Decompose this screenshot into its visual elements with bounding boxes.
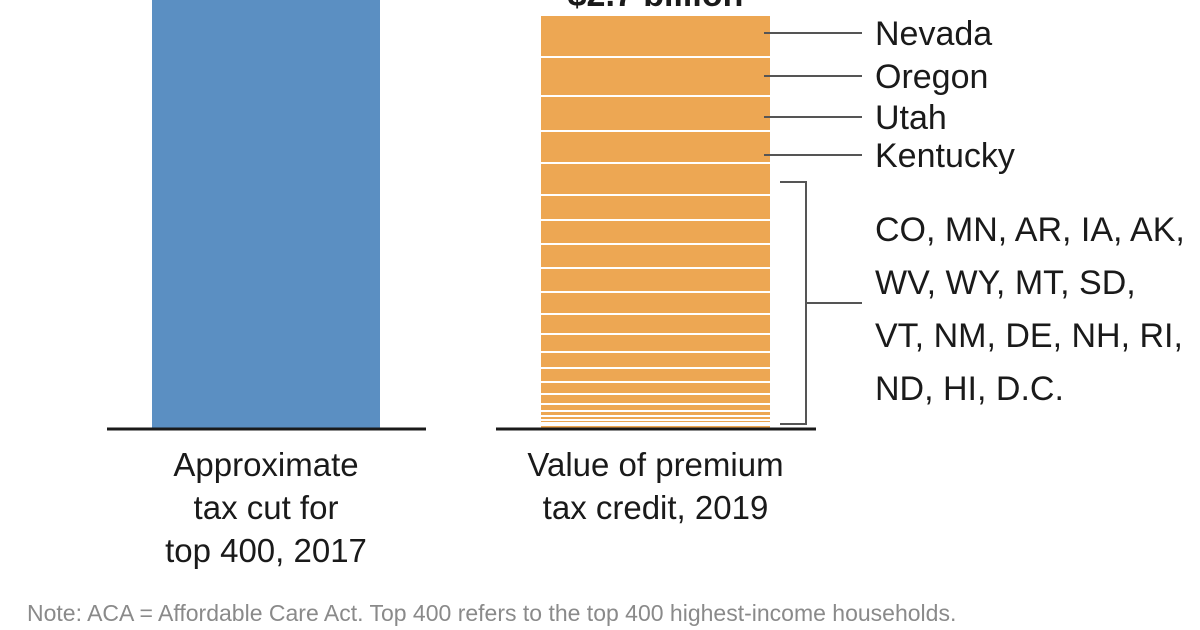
group-state-label: VT, NM, DE, NH, RI, — [875, 317, 1183, 355]
group-state-label: WV, WY, MT, SD, — [875, 264, 1136, 302]
state-label: Utah — [875, 99, 947, 137]
bar-premium-tax-credit — [541, 16, 770, 429]
bar-tax-cut — [152, 0, 380, 429]
category-label: tax credit, 2019 — [543, 489, 769, 526]
category-label: Approximate — [173, 446, 358, 483]
group-bracket — [780, 181, 807, 425]
chart-note: Note: ACA = Affordable Care Act. Top 400… — [27, 600, 957, 626]
category-label: Value of premium — [527, 446, 783, 483]
category-label: top 400, 2017 — [165, 532, 367, 569]
category-label: tax cut for — [194, 489, 339, 526]
total-value-label: $2.7 billion — [568, 0, 744, 14]
group-state-label: ND, HI, D.C. — [875, 370, 1064, 408]
state-label: Oregon — [875, 58, 988, 96]
group-state-label: CO, MN, AR, IA, AK, — [875, 211, 1185, 249]
state-label: Kentucky — [875, 137, 1015, 175]
state-label: Nevada — [875, 15, 992, 53]
